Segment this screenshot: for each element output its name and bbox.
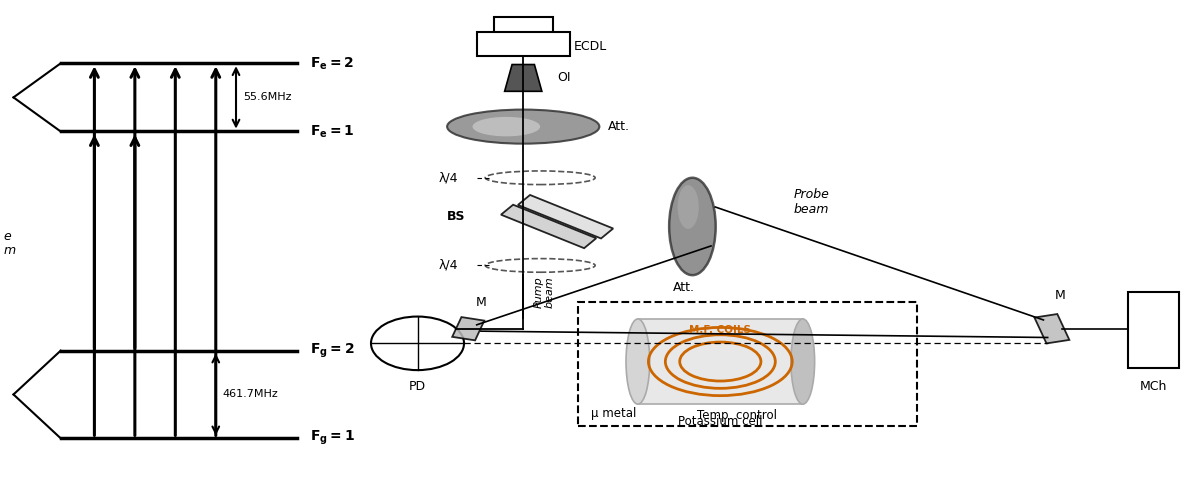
Text: λ/4: λ/4 (439, 171, 458, 184)
Text: BS: BS (447, 210, 466, 223)
Text: $\mathbf{F_e=1}$: $\mathbf{F_e=1}$ (310, 123, 355, 140)
Text: OI: OI (557, 72, 570, 84)
Text: μ metal: μ metal (592, 408, 636, 420)
Text: e
m: e m (4, 229, 15, 258)
Ellipse shape (678, 185, 699, 229)
Bar (477, 32, 570, 56)
Text: 55.6MHz: 55.6MHz (243, 93, 291, 102)
Ellipse shape (791, 319, 815, 404)
Text: $\mathbf{F_g=1}$: $\mathbf{F_g=1}$ (310, 429, 355, 448)
Ellipse shape (447, 110, 600, 144)
Text: M.F. COILS: M.F. COILS (690, 325, 751, 335)
Ellipse shape (485, 171, 595, 185)
Polygon shape (452, 317, 484, 340)
Text: Probe
beam: Probe beam (794, 188, 829, 216)
Text: Temp. control: Temp. control (697, 409, 776, 422)
Bar (493, 17, 552, 34)
Ellipse shape (485, 259, 595, 272)
Polygon shape (500, 205, 596, 248)
Text: Att.: Att. (608, 120, 629, 133)
Circle shape (371, 317, 464, 370)
Text: Potassium cell: Potassium cell (678, 415, 763, 428)
Text: 461.7MHz: 461.7MHz (222, 390, 278, 399)
Polygon shape (505, 65, 542, 92)
Text: M: M (476, 296, 486, 309)
Bar (1129, 292, 1178, 368)
Text: ECDL: ECDL (574, 40, 607, 53)
Text: $\mathbf{F_e=2}$: $\mathbf{F_e=2}$ (310, 55, 355, 72)
Text: Pump
beam: Pump beam (534, 276, 555, 308)
Text: MCh: MCh (1139, 380, 1168, 393)
Text: PD: PD (409, 380, 426, 393)
Text: M: M (1055, 289, 1066, 302)
Ellipse shape (626, 319, 649, 404)
Text: λ/4: λ/4 (439, 259, 458, 272)
Bar (638, 319, 803, 404)
Ellipse shape (670, 178, 716, 275)
Bar (578, 302, 917, 426)
Text: $\mathbf{F_g=2}$: $\mathbf{F_g=2}$ (310, 341, 355, 360)
Polygon shape (518, 195, 613, 239)
Polygon shape (1034, 314, 1069, 343)
Ellipse shape (472, 117, 541, 136)
Text: Att.: Att. (673, 281, 694, 294)
